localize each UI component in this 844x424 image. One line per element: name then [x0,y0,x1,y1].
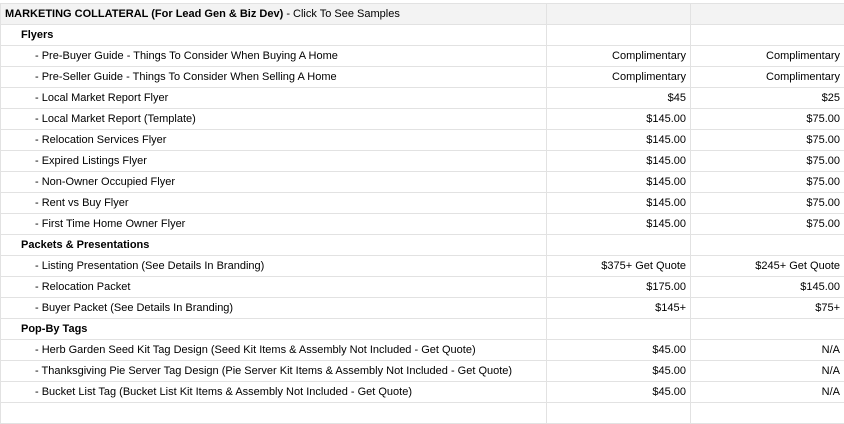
price[interactable]: $25 [690,87,844,109]
section-row: Packets & Presentations [0,234,844,256]
price[interactable]: $75.00 [690,192,844,214]
price[interactable]: $145.00 [546,150,691,172]
item-name[interactable]: - Relocation Services Flyer [0,129,547,151]
price[interactable]: $75.00 [690,129,844,151]
item-name[interactable]: - Non-Owner Occupied Flyer [0,171,547,193]
item-name[interactable]: - Local Market Report Flyer [0,87,547,109]
cell[interactable] [546,234,691,256]
header-title: MARKETING COLLATERAL (For Lead Gen & Biz… [5,8,284,20]
item-name[interactable]: - Herb Garden Seed Kit Tag Design (Seed … [0,339,547,361]
price[interactable]: $145.00 [690,276,844,298]
price[interactable]: $145.00 [546,213,691,235]
price[interactable]: $375+ Get Quote [546,255,691,277]
item-name[interactable]: - Pre-Seller Guide - Things To Consider … [0,66,547,88]
cell[interactable] [690,402,844,424]
section-title[interactable]: Pop-By Tags [0,318,547,340]
price[interactable]: $45.00 [546,381,691,403]
price[interactable]: $175.00 [546,276,691,298]
item-row: - Bucket List Tag (Bucket List Kit Items… [0,381,844,403]
item-name[interactable]: - Pre-Buyer Guide - Things To Consider W… [0,45,547,67]
price[interactable]: $75+ [690,297,844,319]
price[interactable]: $145.00 [546,108,691,130]
item-name[interactable]: - Bucket List Tag (Bucket List Kit Items… [0,381,547,403]
section-row: Pop-By Tags [0,318,844,340]
cell[interactable] [546,318,691,340]
price[interactable]: N/A [690,339,844,361]
cell[interactable] [690,234,844,256]
price[interactable]: $75.00 [690,150,844,172]
item-name[interactable]: - First Time Home Owner Flyer [0,213,547,235]
item-row: - Rent vs Buy Flyer $145.00 $75.00 [0,192,844,214]
item-name[interactable]: - Thanksgiving Pie Server Tag Design (Pi… [0,360,547,382]
price[interactable]: $45 [546,87,691,109]
price[interactable]: Complimentary [546,45,691,67]
sheet: MARKETING COLLATERAL (For Lead Gen & Biz… [0,3,844,424]
price[interactable]: $75.00 [690,213,844,235]
price[interactable]: Complimentary [690,45,844,67]
cell[interactable] [690,3,844,25]
item-row: - Local Market Report Flyer $45 $25 [0,87,844,109]
item-name[interactable]: - Buyer Packet (See Details In Branding) [0,297,547,319]
item-name[interactable]: - Expired Listings Flyer [0,150,547,172]
header-row: MARKETING COLLATERAL (For Lead Gen & Biz… [0,3,844,25]
item-row: - Relocation Services Flyer $145.00 $75.00 [0,129,844,151]
price[interactable]: $75.00 [690,171,844,193]
price[interactable]: $75.00 [690,108,844,130]
item-name[interactable]: - Local Market Report (Template) [0,108,547,130]
cell[interactable] [546,3,691,25]
item-row: - Pre-Buyer Guide - Things To Consider W… [0,45,844,67]
header-subtitle: - Click To See Samples [283,8,400,20]
cell[interactable] [690,24,844,46]
price[interactable]: N/A [690,360,844,382]
item-row: - Herb Garden Seed Kit Tag Design (Seed … [0,339,844,361]
price[interactable]: $145.00 [546,129,691,151]
item-name[interactable]: - Relocation Packet [0,276,547,298]
item-row: - Listing Presentation (See Details In B… [0,255,844,277]
empty-row [0,402,844,424]
cell[interactable] [546,24,691,46]
sheet-body: MARKETING COLLATERAL (For Lead Gen & Biz… [0,3,844,424]
item-row: - Buyer Packet (See Details In Branding)… [0,297,844,319]
cell[interactable] [546,402,691,424]
item-row: - Relocation Packet $175.00 $145.00 [0,276,844,298]
section-title[interactable]: Flyers [0,24,547,46]
item-row: - First Time Home Owner Flyer $145.00 $75.… [0,213,844,235]
item-row: - Pre-Seller Guide - Things To Consider … [0,66,844,88]
item-name[interactable]: - Listing Presentation (See Details In B… [0,255,547,277]
price[interactable]: $45.00 [546,360,691,382]
item-row: - Expired Listings Flyer $145.00 $75.00 [0,150,844,172]
price[interactable]: Complimentary [546,66,691,88]
item-row: - Non-Owner Occupied Flyer $145.00 $75.00 [0,171,844,193]
section-row: Flyers [0,24,844,46]
price[interactable]: $245+ Get Quote [690,255,844,277]
cell[interactable] [690,318,844,340]
header-cell[interactable]: MARKETING COLLATERAL (For Lead Gen & Biz… [0,3,547,25]
price[interactable]: N/A [690,381,844,403]
price[interactable]: $145.00 [546,192,691,214]
price[interactable]: $45.00 [546,339,691,361]
price[interactable]: $145+ [546,297,691,319]
price[interactable]: $145.00 [546,171,691,193]
section-title[interactable]: Packets & Presentations [0,234,547,256]
item-row: - Thanksgiving Pie Server Tag Design (Pi… [0,360,844,382]
cell[interactable] [0,402,547,424]
price[interactable]: Complimentary [690,66,844,88]
item-name[interactable]: - Rent vs Buy Flyer [0,192,547,214]
item-row: - Local Market Report (Template) $145.00 $… [0,108,844,130]
